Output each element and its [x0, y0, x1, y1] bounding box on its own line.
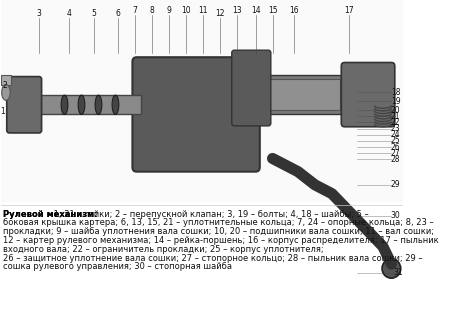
Text: 14: 14 [251, 6, 260, 15]
Text: 19: 19 [391, 97, 401, 106]
FancyBboxPatch shape [232, 50, 271, 126]
Text: 22: 22 [391, 118, 401, 127]
Text: 10: 10 [181, 6, 191, 15]
Text: 25: 25 [391, 136, 401, 145]
Text: 30: 30 [391, 211, 401, 220]
Ellipse shape [95, 95, 102, 115]
Text: 2: 2 [3, 81, 8, 90]
Text: 20: 20 [391, 106, 401, 115]
Text: 16: 16 [289, 6, 299, 15]
Text: Рулевой механизм:: Рулевой механизм: [3, 209, 98, 218]
Text: 8: 8 [150, 6, 155, 15]
Text: 31: 31 [393, 268, 403, 277]
Ellipse shape [2, 85, 10, 100]
Text: 12 – картер рулевого механизма; 14 – рейка-поршень; 16 – корпус распределителя; : 12 – картер рулевого механизма; 14 – рей… [3, 236, 439, 245]
Text: 13: 13 [232, 6, 242, 15]
Bar [1, 0, 403, 202]
Ellipse shape [61, 95, 68, 115]
Text: 5: 5 [92, 9, 97, 18]
Text: 3: 3 [36, 9, 41, 18]
Bar [26, 95, 141, 115]
Ellipse shape [78, 95, 85, 115]
FancyBboxPatch shape [7, 77, 42, 133]
Text: 9: 9 [166, 6, 172, 15]
Bar [264, 79, 340, 110]
Text: 27: 27 [391, 149, 401, 158]
Text: 7: 7 [133, 6, 137, 15]
Text: 26: 26 [391, 143, 401, 152]
Text: 6: 6 [116, 9, 120, 18]
FancyBboxPatch shape [341, 63, 395, 127]
Text: 21: 21 [391, 112, 401, 121]
Text: 1: 1 [0, 108, 5, 117]
Text: прокладки; 9 – шайба уплотнения вала сошки; 10, 20 – подшипники вала сошки; 11 –: прокладки; 9 – шайба уплотнения вала сош… [3, 227, 434, 236]
Text: Рулевой механизм: 1, 31 – гайки; 2 – перепускной клапан; 3, 19 – болты; 4, 18 – : Рулевой механизм: 1, 31 – гайки; 2 – пер… [3, 209, 439, 281]
Text: 11: 11 [198, 6, 208, 15]
Text: 29: 29 [391, 180, 401, 189]
Text: Рулевой механизм:: Рулевой механизм: [3, 209, 98, 218]
Bar [255, 75, 349, 115]
Text: 4: 4 [66, 9, 71, 18]
Ellipse shape [112, 95, 119, 115]
Text: 1, 31 – гайки; 2 – перепускной клапан; 3, 19 – болты; 4, 18 – шайбы; 5 –: 1, 31 – гайки; 2 – перепускной клапан; 3… [51, 209, 369, 218]
Text: 26 – защитное уплотнение вала сошки; 27 – стопорное кольцо; 28 – пыльник вала со: 26 – защитное уплотнение вала сошки; 27 … [3, 253, 423, 262]
Text: 23: 23 [391, 124, 401, 133]
Text: 17: 17 [344, 6, 354, 15]
FancyBboxPatch shape [132, 57, 260, 172]
Text: 18: 18 [391, 88, 401, 97]
Text: 15: 15 [268, 6, 277, 15]
Ellipse shape [382, 259, 401, 278]
Text: входного вала; 22 – ограничитель прокладки; 25 – корпус уплотнителя;: входного вала; 22 – ограничитель проклад… [3, 245, 324, 254]
Text: 24: 24 [391, 130, 401, 139]
Text: 28: 28 [391, 155, 401, 164]
Bar [1, 75, 11, 85]
Text: 12: 12 [215, 9, 225, 18]
Text: боковая крышка картера; 6, 13, 15, 21 – уплотнительные кольца; 7, 24 – опорные к: боковая крышка картера; 6, 13, 15, 21 – … [3, 218, 434, 227]
Text: сошка рулевого управления; 30 – стопорная шайба: сошка рулевого управления; 30 – стопорна… [3, 262, 232, 271]
